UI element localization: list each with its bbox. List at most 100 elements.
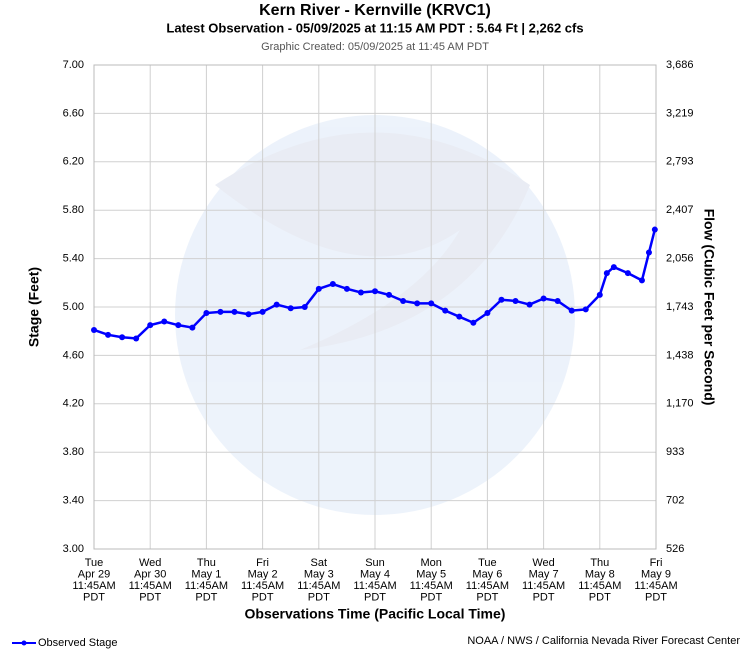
footer: NOAA / NWS / California Nevada River For…: [467, 635, 740, 647]
data-point: [203, 310, 210, 317]
data-point: [189, 324, 196, 331]
x-axis-label: Observations Time (Pacific Local Time): [245, 606, 506, 622]
data-point: [273, 301, 280, 308]
y2-tick-label: 3,686: [666, 59, 694, 71]
y-tick-label: 3.40: [63, 495, 84, 507]
x-tick-label: PDT: [308, 591, 330, 603]
data-point: [217, 308, 224, 315]
legend-label: Observed Stage: [38, 637, 118, 649]
chart-subtitle: Latest Observation - 05/09/2025 at 11:15…: [166, 20, 583, 35]
data-point: [526, 301, 533, 308]
data-point: [582, 306, 589, 313]
data-point: [540, 295, 547, 302]
data-point: [428, 300, 435, 307]
x-tick-label: PDT: [364, 591, 386, 603]
x-tick-label: May 9: [641, 568, 671, 580]
data-point: [568, 307, 575, 314]
data-point: [610, 264, 617, 271]
x-tick-label: Sun: [365, 557, 385, 569]
x-tick-label: Tue: [85, 557, 104, 569]
data-point: [301, 304, 308, 310]
data-point: [498, 296, 505, 303]
x-tick-label: PDT: [83, 591, 105, 603]
created-note: Graphic Created: 05/09/2025 at 11:45 AM …: [261, 41, 489, 53]
x-tick-label: 11:45AM: [634, 580, 677, 592]
data-point: [638, 277, 645, 284]
data-point: [414, 300, 421, 307]
x-tick-label: 11:45AM: [353, 580, 396, 592]
data-point: [512, 297, 519, 304]
x-tick-label: Thu: [590, 557, 609, 569]
x-tick-label: Sat: [311, 557, 328, 569]
x-tick-label: 11:45AM: [241, 580, 284, 592]
x-tick-label: Fri: [256, 557, 269, 569]
x-tick-label: PDT: [252, 591, 274, 603]
data-point: [329, 281, 336, 288]
x-tick-label: 11:45AM: [466, 580, 509, 592]
x-tick-label: May 2: [248, 568, 278, 580]
y2-tick-label: 1,438: [666, 349, 694, 361]
data-point: [470, 319, 477, 326]
x-tick-label: Wed: [139, 557, 161, 569]
y2-tick-label: 1,743: [666, 301, 694, 313]
data-point: [624, 270, 631, 277]
data-point: [161, 318, 168, 325]
data-point: [645, 249, 652, 256]
data-point: [287, 305, 294, 312]
x-tick-label: Apr 30: [134, 568, 166, 580]
y2-tick-label: 1,170: [666, 398, 694, 410]
x-tick-label: PDT: [139, 591, 161, 603]
data-point: [456, 313, 463, 320]
data-point: [231, 308, 238, 315]
y-tick-label: 6.20: [63, 156, 84, 168]
x-tick-label: PDT: [589, 591, 611, 603]
x-tick-label: May 3: [304, 568, 334, 580]
x-tick-label: May 8: [585, 568, 615, 580]
x-tick-label: May 4: [360, 568, 390, 580]
y2-axis-label: Flow (Cubic Feet per Second): [701, 209, 717, 406]
y2-tick-label: 2,793: [666, 156, 694, 168]
data-point: [91, 326, 97, 333]
x-tick-label: 11:45AM: [185, 580, 228, 592]
x-tick-label: May 6: [472, 568, 502, 580]
data-point: [259, 308, 266, 315]
y2-tick-label: 702: [666, 495, 684, 507]
x-tick-label: May 7: [529, 568, 559, 580]
y2-tick-label: 526: [666, 543, 684, 555]
data-point: [651, 226, 658, 233]
x-tick-label: PDT: [476, 591, 498, 603]
y-tick-label: 7.00: [63, 59, 84, 71]
data-point: [245, 311, 252, 318]
x-tick-label: PDT: [533, 591, 555, 603]
y2-tick-label: 3,219: [666, 107, 694, 119]
data-point: [119, 334, 126, 341]
y-tick-label: 5.40: [63, 253, 84, 265]
data-point: [596, 291, 603, 298]
data-point: [386, 291, 393, 298]
data-point: [133, 335, 140, 342]
data-point: [400, 297, 407, 304]
x-tick-label: 11:45AM: [129, 580, 172, 592]
x-tick-label: Apr 29: [78, 568, 110, 580]
data-point: [442, 307, 449, 314]
x-tick-label: Mon: [420, 557, 441, 569]
y-tick-label: 6.60: [63, 107, 84, 119]
data-point: [315, 285, 322, 292]
y-tick-label: 3.00: [63, 543, 84, 555]
y-tick-label: 3.80: [63, 446, 84, 458]
legend-marker: [21, 640, 27, 646]
x-tick-label: 11:45AM: [522, 580, 565, 592]
x-tick-label: Thu: [197, 557, 216, 569]
x-tick-label: PDT: [645, 591, 667, 603]
chart-title: Kern River - Kernville (KRVC1): [259, 2, 491, 19]
data-point: [105, 331, 112, 338]
x-tick-label: May 5: [416, 568, 446, 580]
data-point: [343, 285, 350, 292]
data-point: [484, 310, 491, 317]
x-tick-label: May 1: [191, 568, 221, 580]
x-tick-label: 11:45AM: [297, 580, 340, 592]
plot-frame: [93, 64, 657, 550]
data-point: [372, 288, 378, 295]
x-tick-label: Tue: [478, 557, 497, 569]
